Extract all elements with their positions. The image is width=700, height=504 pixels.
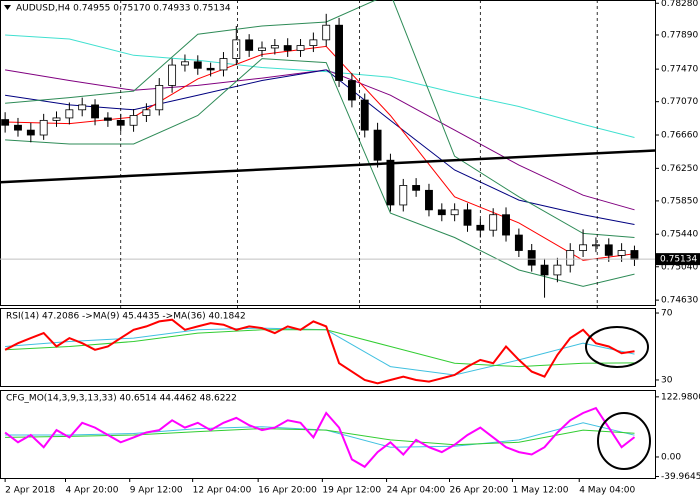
y-tick-label: 0.78280 xyxy=(661,0,698,9)
candle-body xyxy=(514,234,523,251)
candle-body xyxy=(386,159,395,206)
panel xyxy=(4,406,636,469)
x-tick-label: 16 Apr 20:00 xyxy=(258,486,317,496)
x-tick-label: 9 Apr 12:00 xyxy=(130,486,183,496)
x-tick-label: 19 Apr 12:00 xyxy=(322,486,381,496)
candle-body xyxy=(78,104,87,111)
candle-body xyxy=(425,189,433,211)
candle-body xyxy=(193,61,202,69)
y-tick-label: 30 xyxy=(661,375,673,385)
y-tick-label: 0.77070 xyxy=(661,97,698,107)
candle-body xyxy=(258,47,266,51)
y-tick-label: 0.77890 xyxy=(661,30,698,40)
x-tick-label: 12 Apr 04:00 xyxy=(193,486,252,496)
candle-body xyxy=(270,45,279,49)
candle-body xyxy=(26,129,35,136)
indicator-line xyxy=(4,406,636,469)
y-tick-label: 0.77470 xyxy=(661,65,698,75)
candle-body xyxy=(591,244,600,247)
x-tick-label: 4 May 04:00 xyxy=(579,486,635,496)
trend-line xyxy=(0,149,655,184)
candle-body xyxy=(309,39,318,46)
candle-body xyxy=(553,264,562,276)
candle-body xyxy=(219,58,228,71)
y-tick-label: 0.74630 xyxy=(661,296,698,306)
ma-line xyxy=(5,428,635,446)
candle-body xyxy=(347,80,356,101)
candle-body xyxy=(283,45,292,51)
y-tick-label: 70 xyxy=(661,309,673,319)
candle-body xyxy=(360,99,369,131)
ma-line xyxy=(5,69,635,225)
candle-body xyxy=(489,214,498,231)
y-tick-label: 122.9800 xyxy=(661,392,700,402)
candle-body xyxy=(14,124,22,131)
panel-title: AUDUSD,H4 0.74955 0.75170 0.74933 0.7513… xyxy=(16,4,231,14)
ma-line xyxy=(5,58,635,287)
panel xyxy=(0,0,655,298)
candle-body xyxy=(437,209,446,216)
x-tick-label: 4 Apr 20:00 xyxy=(66,486,119,496)
candle-body xyxy=(527,250,536,266)
panel xyxy=(4,318,635,385)
highlight-ellipse xyxy=(597,412,651,470)
panel-title: CFG_MO(14,3,9,3,13,33) 40.6514 44.4462 4… xyxy=(6,394,237,404)
candle-body xyxy=(91,104,99,119)
y-tick-label: 0.00 xyxy=(661,452,681,462)
candle-body xyxy=(206,67,215,71)
x-tick-label: 26 Apr 20:00 xyxy=(450,486,509,496)
panel-frame xyxy=(0,0,656,306)
candle-body xyxy=(450,209,459,216)
candle-body xyxy=(540,264,549,276)
y-tick-label: -39.9645 xyxy=(661,472,700,482)
x-tick-label: 2 Apr 2018 xyxy=(5,486,55,496)
y-tick-label: 0.76660 xyxy=(661,131,698,141)
candle-body xyxy=(322,24,331,41)
ma-line xyxy=(5,45,635,261)
ma-line xyxy=(5,34,635,138)
y-tick-label: 0.75040 xyxy=(661,262,698,272)
candle-body xyxy=(399,185,408,206)
candle-body xyxy=(335,24,343,81)
y-tick-label: 0.75850 xyxy=(661,196,698,206)
candle-body xyxy=(129,115,138,126)
y-tick-label: 0.75440 xyxy=(661,230,698,240)
candle-body xyxy=(630,250,639,260)
last-price-label: 0.75134 xyxy=(660,255,697,265)
candle-body xyxy=(579,244,588,251)
candle-body xyxy=(155,85,164,111)
candle-body xyxy=(52,117,61,121)
last-price-box xyxy=(656,253,700,266)
candle-body xyxy=(142,109,151,116)
x-tick-label: 1 May 12:00 xyxy=(512,486,568,496)
candle-body xyxy=(604,244,613,256)
candle-body xyxy=(617,250,626,256)
candle-body xyxy=(245,39,254,51)
candle-body xyxy=(103,117,112,121)
candle-body xyxy=(373,129,382,161)
candle-body xyxy=(232,39,241,59)
highlight-ellipse xyxy=(585,326,649,368)
candle-body xyxy=(463,209,472,226)
candle-body xyxy=(412,185,421,191)
candle-body xyxy=(502,214,510,236)
candle-body xyxy=(39,119,48,136)
candle-body xyxy=(181,61,189,66)
candle-body xyxy=(65,109,74,119)
x-tick-label: 24 Apr 04:00 xyxy=(387,486,446,496)
panel-title: RSI(14) 47.2086 ->MA(9) 45.4435 ->MA(36)… xyxy=(6,312,246,322)
candle-body xyxy=(168,64,177,86)
indicator-line xyxy=(4,318,635,385)
candle-body xyxy=(566,250,575,266)
y-tick-label: 0.76250 xyxy=(661,164,698,174)
symbol-icon xyxy=(4,5,11,10)
candle-body xyxy=(296,45,305,51)
candle-body xyxy=(1,119,10,126)
